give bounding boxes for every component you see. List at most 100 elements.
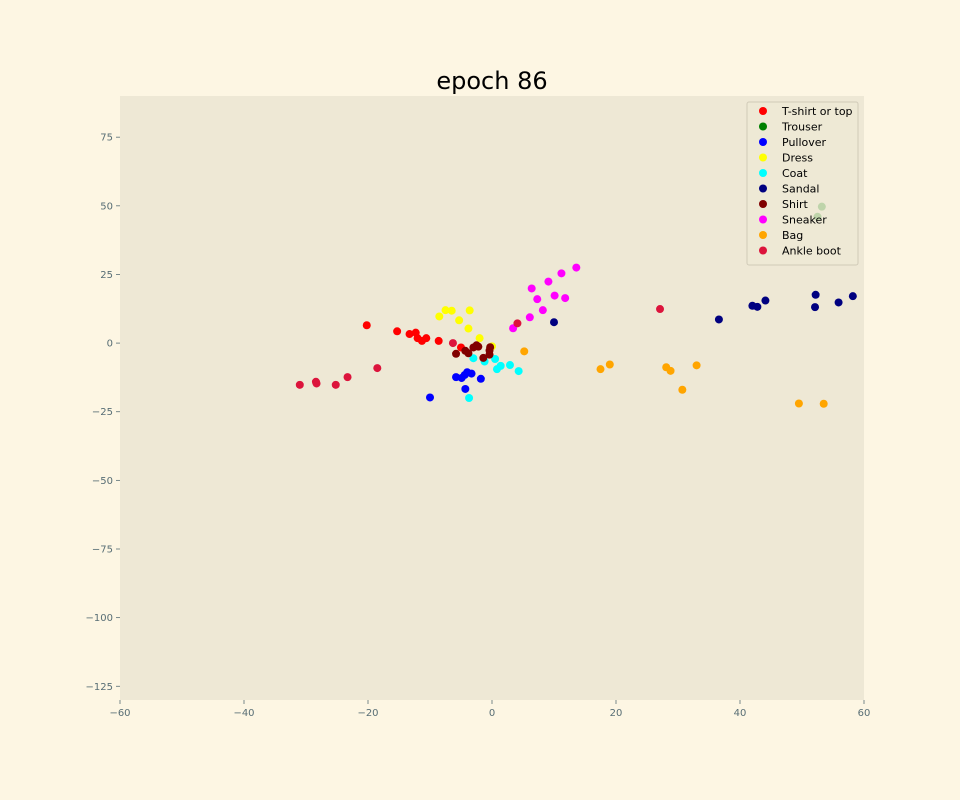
legend-marker <box>759 107 767 115</box>
data-point <box>550 318 558 327</box>
x-tick-label: 20 <box>610 708 623 719</box>
data-point <box>434 336 443 345</box>
data-point <box>761 296 770 305</box>
data-point <box>561 294 570 303</box>
legend-marker <box>759 153 767 162</box>
data-point <box>520 347 529 356</box>
data-point <box>486 343 495 352</box>
data-point <box>452 349 461 358</box>
series-bag <box>520 347 828 408</box>
y-tick-label: −25 <box>92 407 113 418</box>
data-point <box>465 394 474 402</box>
data-point <box>572 263 581 272</box>
data-point <box>848 292 857 301</box>
data-point <box>479 353 488 362</box>
data-point <box>557 269 566 278</box>
legend-label: Bag <box>782 229 803 242</box>
y-tick-label: −100 <box>86 613 113 624</box>
data-point <box>472 341 481 350</box>
data-point <box>605 360 614 369</box>
legend-marker <box>759 231 767 239</box>
data-point <box>447 306 456 315</box>
x-tick-label: −40 <box>233 708 254 719</box>
data-point <box>525 313 534 322</box>
data-point <box>596 365 605 374</box>
data-point <box>441 306 450 315</box>
legend-marker <box>759 246 767 255</box>
legend-label: Ankle boot <box>782 245 842 258</box>
series-coat <box>465 354 523 402</box>
data-point <box>678 385 687 394</box>
series-sneaker <box>509 263 581 333</box>
series-ankle-boot <box>295 305 665 389</box>
y-tick-label: −75 <box>92 545 113 556</box>
data-point <box>393 327 402 336</box>
data-point <box>496 361 505 370</box>
data-point <box>538 306 547 315</box>
legend-label: Trouser <box>781 121 823 134</box>
data-point <box>312 379 321 388</box>
data-point <box>811 303 820 312</box>
y-tick-label: 0 <box>107 339 113 350</box>
y-tick-label: 75 <box>100 133 113 144</box>
legend-marker <box>759 200 767 208</box>
data-point <box>819 399 828 408</box>
data-point <box>464 349 473 358</box>
legend-label: T-shirt or top <box>781 105 853 118</box>
series-shirt <box>452 341 495 362</box>
series-pullover <box>426 368 485 402</box>
legend-marker <box>759 169 767 177</box>
data-point <box>467 369 476 378</box>
data-point <box>455 316 464 325</box>
data-point <box>343 373 352 382</box>
data-point <box>527 284 536 293</box>
legend-label: Pullover <box>782 136 827 149</box>
legend-label: Shirt <box>782 198 809 211</box>
series-sandal <box>550 290 857 327</box>
data-point <box>513 319 522 328</box>
x-tick-label: 40 <box>734 708 747 719</box>
data-point <box>331 380 340 389</box>
data-point <box>505 361 514 370</box>
x-tick-label: 0 <box>489 708 495 719</box>
y-tick-label: 25 <box>100 270 113 281</box>
legend-box <box>746 101 859 266</box>
data-point <box>834 298 843 307</box>
data-point <box>362 321 371 330</box>
data-point <box>435 312 444 321</box>
legend-marker <box>759 184 767 193</box>
data-point <box>656 305 665 314</box>
data-point <box>475 334 484 343</box>
data-point <box>426 393 434 402</box>
data-point <box>373 364 382 373</box>
plot-area <box>120 96 864 700</box>
y-tick-label: −50 <box>92 476 113 487</box>
scatter-points <box>295 202 857 408</box>
legend-marker <box>759 215 767 224</box>
data-point <box>514 367 523 376</box>
x-tick-label: 60 <box>858 708 871 719</box>
data-point <box>465 306 474 315</box>
data-point <box>405 330 414 339</box>
legend-label: Dress <box>782 152 813 165</box>
data-point <box>461 384 470 393</box>
y-tick-label: −125 <box>86 682 113 693</box>
data-point <box>714 315 723 324</box>
x-tick-label: −60 <box>109 708 130 719</box>
data-point <box>692 361 701 370</box>
data-point <box>448 339 457 348</box>
legend-marker <box>759 122 767 131</box>
data-point <box>464 324 473 333</box>
data-point <box>544 277 553 286</box>
legend-label: Sneaker <box>782 214 827 227</box>
axis-ticks: −60 −40 −20 0 20 40 60 −125 −100 −75 −50 −25 0 25 50 75 <box>86 133 871 719</box>
data-point <box>476 374 485 383</box>
legend: T-shirt or top Trouser Pullover Dress Coat Sa… <box>746 101 859 266</box>
data-point <box>533 295 542 304</box>
series-t-shirt-or-top <box>362 321 465 352</box>
data-point <box>666 366 675 375</box>
data-point <box>469 354 478 363</box>
data-point <box>295 380 304 389</box>
x-tick-label: −20 <box>357 708 378 719</box>
